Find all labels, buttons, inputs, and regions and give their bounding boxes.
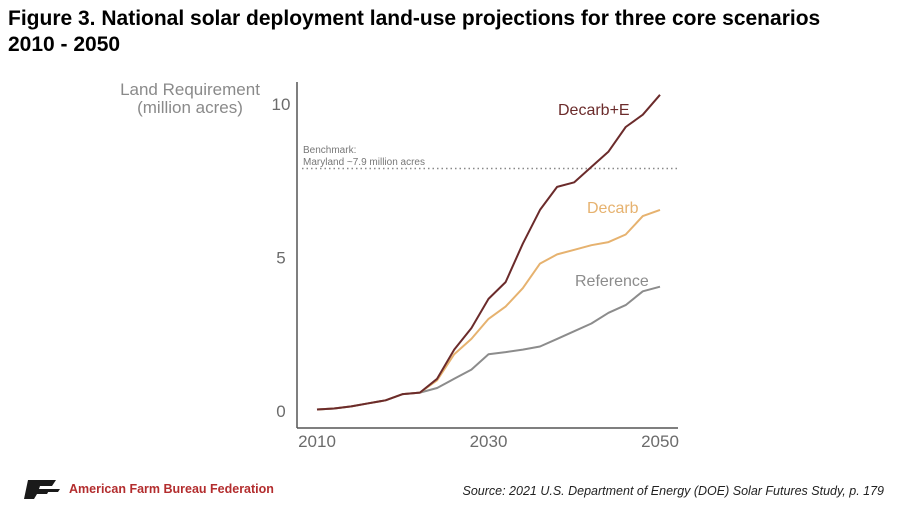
series-label-reference: Reference [575, 273, 649, 290]
y-axis-label-line2: (million acres) [137, 98, 243, 117]
y-tick-label: 0 [276, 402, 285, 421]
figure-title: Figure 3. National solar deployment land… [8, 6, 888, 58]
figure-title-line1: Figure 3. National solar deployment land… [8, 7, 821, 30]
chart-ticks: 0 5 10 2010 2030 2050 [272, 95, 679, 451]
y-tick-label: 5 [276, 249, 285, 268]
y-axis-label-line1: Land Requirement [120, 80, 260, 99]
series-label-decarb-e: Decarb+E [558, 102, 630, 119]
x-tick-label: 2030 [470, 432, 508, 451]
series-line-reference [316, 285, 661, 411]
series-label-decarb: Decarb [587, 200, 639, 217]
benchmark-label-line2: Maryland ~7.9 million acres [303, 157, 425, 168]
benchmark-label-line1: Benchmark: [303, 145, 356, 156]
afbf-logo-icon [24, 480, 60, 499]
x-tick-label: 2050 [641, 432, 679, 451]
x-tick-label: 2010 [298, 432, 336, 451]
series-line-decarb-e [316, 94, 661, 411]
source-citation: Source: 2021 U.S. Department of Energy (… [462, 484, 885, 498]
series-labels: Reference Decarb Decarb+E [558, 102, 649, 290]
org-name: American Farm Bureau Federation [69, 482, 274, 496]
benchmark-group: Benchmark: Maryland ~7.9 million acres [302, 145, 678, 170]
figure-title-line2: 2010 - 2050 [8, 33, 121, 56]
series-line-decarb [316, 208, 661, 411]
series-lines [316, 94, 661, 411]
chart-axes [296, 82, 678, 429]
y-tick-label: 10 [272, 95, 291, 114]
